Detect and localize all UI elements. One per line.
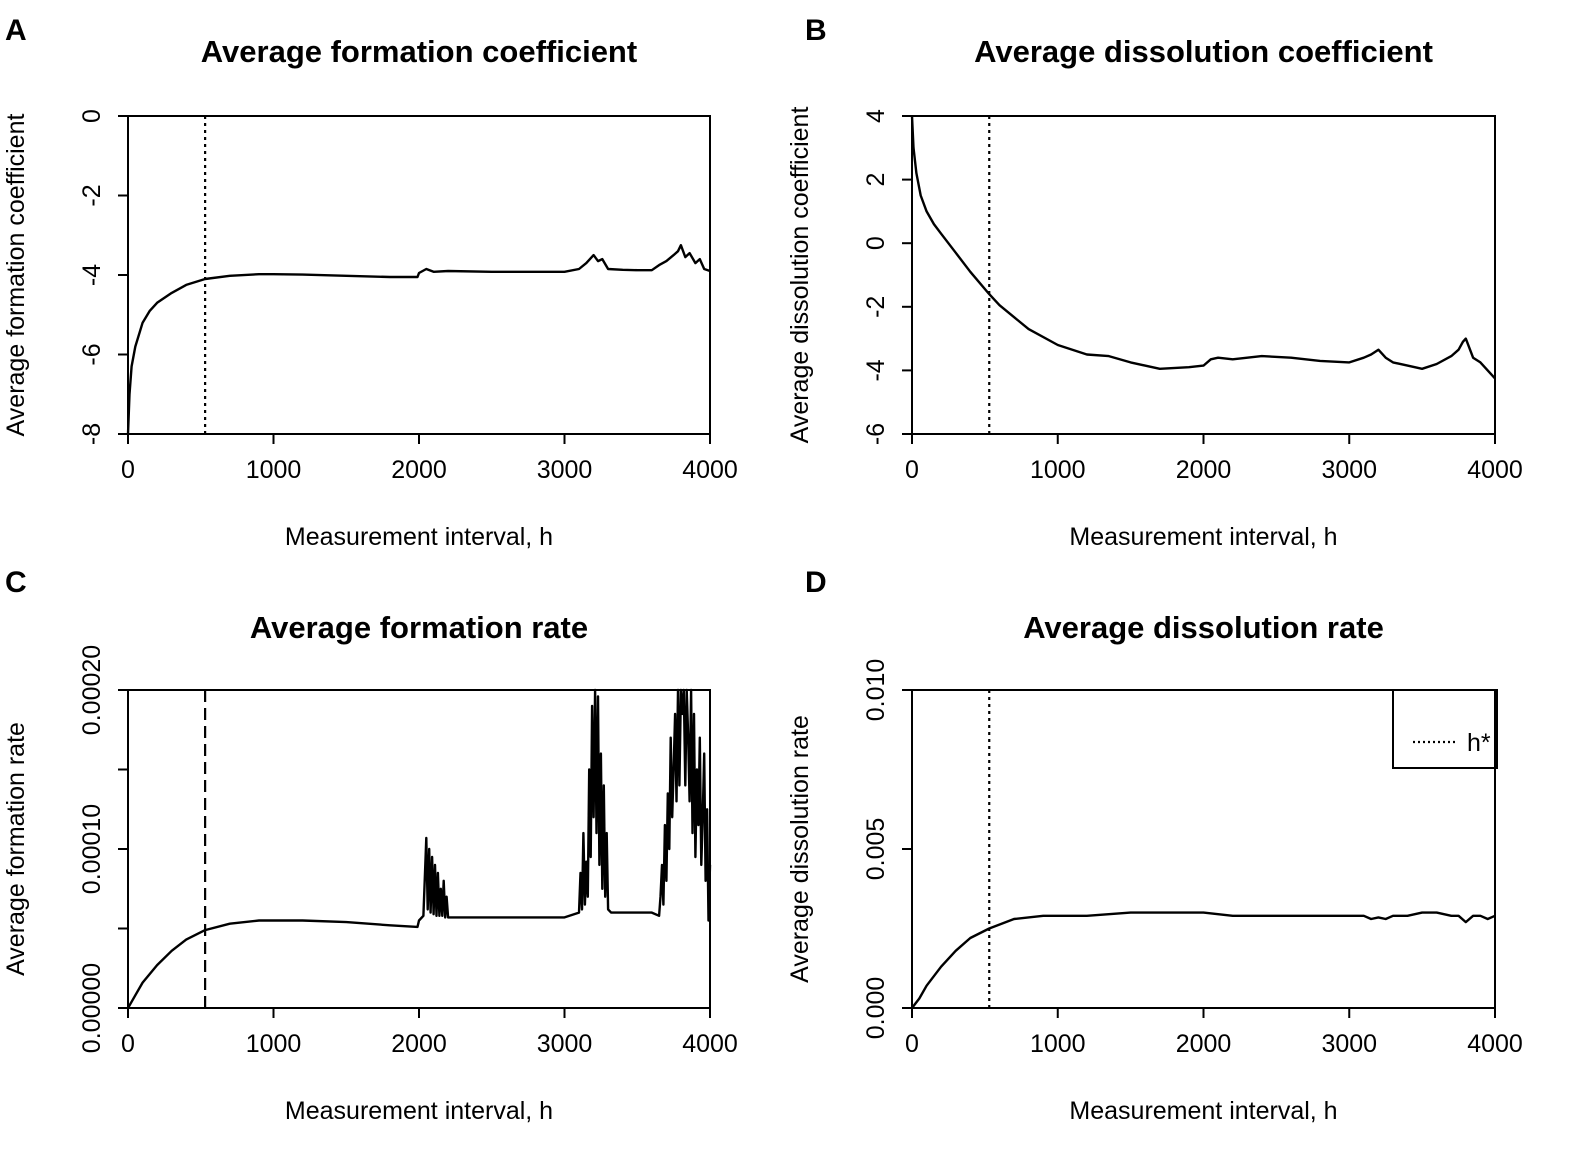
panel-c-title: Average formation rate bbox=[250, 610, 588, 645]
panel-a-x-tick-label: 1000 bbox=[246, 456, 302, 484]
panel-a-y-tick-label: -6 bbox=[78, 343, 106, 365]
panel-c-y-axis-label: Average formation rate bbox=[2, 722, 30, 976]
panel-d-y-tick-label: 0.010 bbox=[862, 659, 890, 722]
panel-d-x-axis-label: Measurement interval, h bbox=[1069, 1097, 1337, 1125]
panel-b-y-tick-label: -2 bbox=[862, 296, 890, 318]
panel-c-x-tick-label: 4000 bbox=[682, 1030, 738, 1058]
panel-b-y-tick-label: -6 bbox=[862, 423, 890, 445]
panel-d-x-tick-label: 4000 bbox=[1467, 1030, 1523, 1058]
panel-a-x-tick-label: 3000 bbox=[537, 456, 593, 484]
panel-b-y-tick-label: 2 bbox=[862, 173, 890, 187]
panel-c-x-tick-label: 2000 bbox=[391, 1030, 447, 1058]
panel-a-x-axis-label: Measurement interval, h bbox=[285, 523, 553, 551]
panel-c-y-tick-label: 0.00020 bbox=[78, 645, 106, 735]
panel-b-y-axis-label: Average dissolution coefficient bbox=[786, 107, 814, 444]
panel-b-x-tick-label: 3000 bbox=[1321, 456, 1377, 484]
panel-d-title: Average dissolution rate bbox=[1023, 610, 1384, 645]
panel-b-x-tick-label: 2000 bbox=[1176, 456, 1232, 484]
panel-a-y-tick-label: -4 bbox=[78, 264, 106, 286]
panel-b-y-tick-label: -4 bbox=[862, 359, 890, 381]
panel-a-title: Average formation coefficient bbox=[201, 34, 637, 69]
panel-b-x-tick-label: 4000 bbox=[1467, 456, 1523, 484]
panel-d-series-line bbox=[911, 911, 1496, 1009]
panel-b-x-tick-label: 1000 bbox=[1030, 456, 1086, 484]
panel-d-legend-label: h* bbox=[1467, 729, 1491, 757]
panel-d-letter: D bbox=[805, 566, 827, 599]
panel-c-letter: C bbox=[5, 566, 27, 599]
panel-b-letter: B bbox=[805, 14, 827, 47]
panel-c-x-tick-label: 1000 bbox=[246, 1030, 302, 1058]
panel-c-x-axis-label: Measurement interval, h bbox=[285, 1097, 553, 1125]
panel-c-x-tick-label: 0 bbox=[121, 1030, 135, 1058]
panel-b-x-tick-label: 0 bbox=[905, 456, 919, 484]
panel-a-y-axis-label: Average formation coefficient bbox=[2, 114, 30, 437]
panel-a-series-line bbox=[126, 243, 711, 435]
panel-b-x-axis-label: Measurement interval, h bbox=[1069, 523, 1337, 551]
panel-a-x-tick-label: 4000 bbox=[682, 456, 738, 484]
panel-d-y-tick-label: 0.005 bbox=[862, 818, 890, 881]
panel-a-y-tick-label: 0 bbox=[78, 109, 106, 123]
panel-b-series-line bbox=[910, 115, 1496, 380]
panel-b-title: Average dissolution coefficient bbox=[974, 34, 1433, 69]
panel-d-legend-box bbox=[1392, 689, 1498, 769]
panel-a-y-tick-label: -2 bbox=[78, 184, 106, 206]
panel-d-x-tick-label: 2000 bbox=[1176, 1030, 1232, 1058]
panel-d-x-tick-label: 1000 bbox=[1030, 1030, 1086, 1058]
panel-c-x-tick-label: 3000 bbox=[537, 1030, 593, 1058]
panel-c-y-tick-label: 0.00000 bbox=[78, 963, 106, 1053]
panel-c-series-line bbox=[126, 688, 712, 1009]
panel-b-y-tick-label: 4 bbox=[862, 109, 890, 123]
panel-b-y-tick-label: 0 bbox=[862, 236, 890, 250]
panel-d-y-tick-label: 0.000 bbox=[862, 977, 890, 1040]
panel-d-y-axis-label: Average dissolution rate bbox=[786, 715, 814, 983]
panel-a-x-tick-label: 2000 bbox=[391, 456, 447, 484]
panel-d-x-tick-label: 3000 bbox=[1321, 1030, 1377, 1058]
panel-a-x-tick-label: 0 bbox=[121, 456, 135, 484]
panel-a-y-tick-label: -8 bbox=[78, 423, 106, 445]
panel-a-letter: A bbox=[5, 14, 27, 47]
panel-c-y-tick-label: 0.00010 bbox=[78, 804, 106, 894]
panel-d-x-tick-label: 0 bbox=[905, 1030, 919, 1058]
